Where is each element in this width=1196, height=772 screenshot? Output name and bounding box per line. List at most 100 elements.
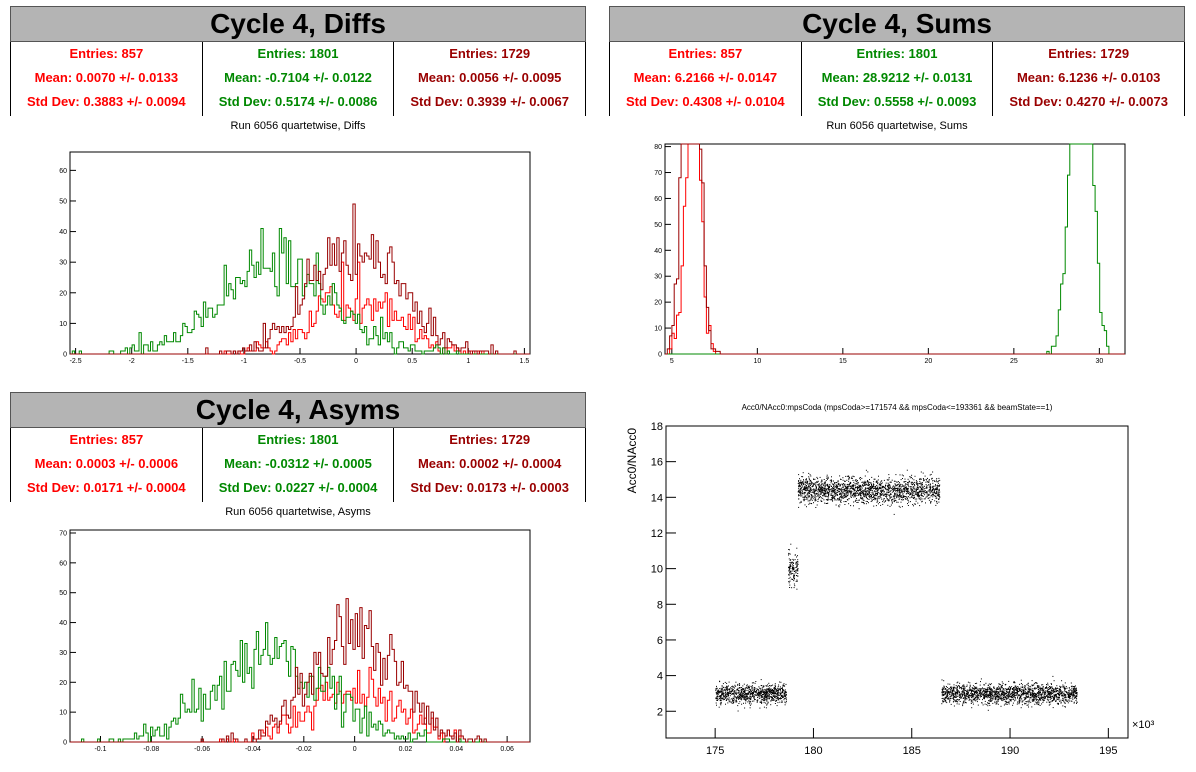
scatter-point: [752, 690, 754, 692]
y-tick-label: 40: [654, 248, 662, 255]
scatter-point: [729, 689, 730, 691]
scatter-point: [938, 492, 940, 494]
scatter-point: [1032, 698, 1034, 700]
scatter-point: [934, 495, 936, 497]
scatter-point: [1048, 694, 1050, 695]
scatter-point: [890, 493, 891, 495]
scatter-point: [1072, 691, 1074, 693]
scatter-point: [948, 693, 950, 695]
scatter-point: [792, 569, 794, 571]
scatter-point: [930, 490, 932, 492]
scatter-point: [996, 687, 998, 688]
scatter-point: [772, 684, 774, 686]
scatter-point: [946, 696, 948, 698]
scatter-point: [765, 692, 767, 694]
scatter-point: [1008, 680, 1010, 682]
scatter-point: [930, 500, 932, 502]
y-tick-label: 40: [59, 620, 67, 627]
scatter-point: [957, 693, 959, 695]
scatter-point: [783, 692, 785, 694]
scatter-point: [788, 549, 790, 550]
scatter-point: [864, 490, 866, 492]
scatter-point: [1009, 688, 1011, 690]
scatter-point: [1049, 703, 1051, 705]
scatter-point: [944, 693, 946, 695]
scatter-point: [783, 685, 785, 686]
scatter-point: [756, 699, 758, 701]
sums-stats-box: Entries: 857 Mean: 6.2166 +/- 0.0147 Std…: [609, 42, 1186, 116]
scatter-point: [863, 492, 865, 494]
scatter-point: [738, 693, 740, 695]
scatter-point: [865, 500, 867, 502]
scatter-point: [825, 482, 826, 484]
scatter-point: [990, 689, 992, 691]
scatter-point: [734, 690, 736, 691]
scatter-point: [798, 506, 800, 508]
scatter-point: [800, 488, 802, 490]
scatter-point: [1058, 693, 1059, 695]
scatter-point: [901, 491, 903, 493]
scatter-point: [903, 499, 904, 501]
scatter-point: [862, 492, 863, 494]
scatter-point: [820, 489, 822, 491]
scatter-point: [831, 476, 832, 478]
scatter-point: [1064, 682, 1066, 684]
scatter-point: [846, 475, 848, 477]
scatter-point: [779, 681, 781, 683]
scatter-point: [861, 501, 863, 503]
scatter-point: [1053, 690, 1055, 692]
scatter-point: [847, 490, 849, 492]
scatter-point: [861, 493, 863, 495]
scatter-point: [844, 480, 846, 482]
scatter-point: [1063, 696, 1065, 698]
scatter-point: [938, 495, 940, 497]
scatter-point: [1012, 702, 1014, 704]
scatter-point: [957, 698, 959, 700]
scatter-point: [755, 692, 757, 694]
scatter-point: [1047, 695, 1049, 697]
scatter-cluster: [941, 675, 1078, 711]
scatter-point: [934, 489, 935, 491]
scatter-point: [920, 494, 922, 496]
scatter-point: [866, 480, 868, 482]
scatter-point: [829, 480, 831, 482]
scatter-point: [1071, 693, 1073, 695]
scatter-point: [883, 487, 885, 489]
scatter-point: [802, 489, 804, 491]
scatter-point: [1045, 690, 1047, 692]
scatter-point: [733, 692, 734, 694]
scatter-point: [747, 697, 749, 699]
scatter-point: [825, 485, 827, 487]
scatter-point: [797, 555, 798, 557]
scatter-point: [982, 688, 984, 690]
scatter-point: [1027, 683, 1029, 685]
scatter-point: [809, 502, 811, 504]
scatter-point: [746, 685, 748, 687]
scatter-point: [1065, 696, 1067, 698]
scatter-point: [885, 485, 886, 487]
scatter-point: [815, 496, 817, 498]
scatter-point: [1038, 691, 1039, 693]
scatter-point: [799, 491, 801, 493]
scatter-point: [902, 496, 904, 497]
scatter-point: [1066, 692, 1068, 694]
scatter-point: [871, 483, 872, 485]
scatter-point: [716, 688, 718, 689]
scatter-point: [798, 495, 800, 497]
scatter-point: [1044, 696, 1046, 698]
scatter-point: [763, 695, 765, 697]
scatter-point: [765, 691, 767, 693]
scatter-point: [762, 700, 764, 702]
scatter-point: [1030, 689, 1032, 691]
scatter-point: [863, 484, 865, 486]
scatter-point: [895, 500, 897, 502]
scatter-point: [860, 486, 862, 488]
scatter-point: [791, 570, 793, 572]
scatter-point: [753, 688, 755, 690]
scatter-point: [715, 688, 717, 690]
scatter-point: [720, 687, 722, 689]
scatter-point: [1053, 699, 1055, 701]
scatter-point: [745, 700, 747, 702]
scatter-point: [737, 695, 739, 697]
scatter-point: [979, 692, 981, 694]
